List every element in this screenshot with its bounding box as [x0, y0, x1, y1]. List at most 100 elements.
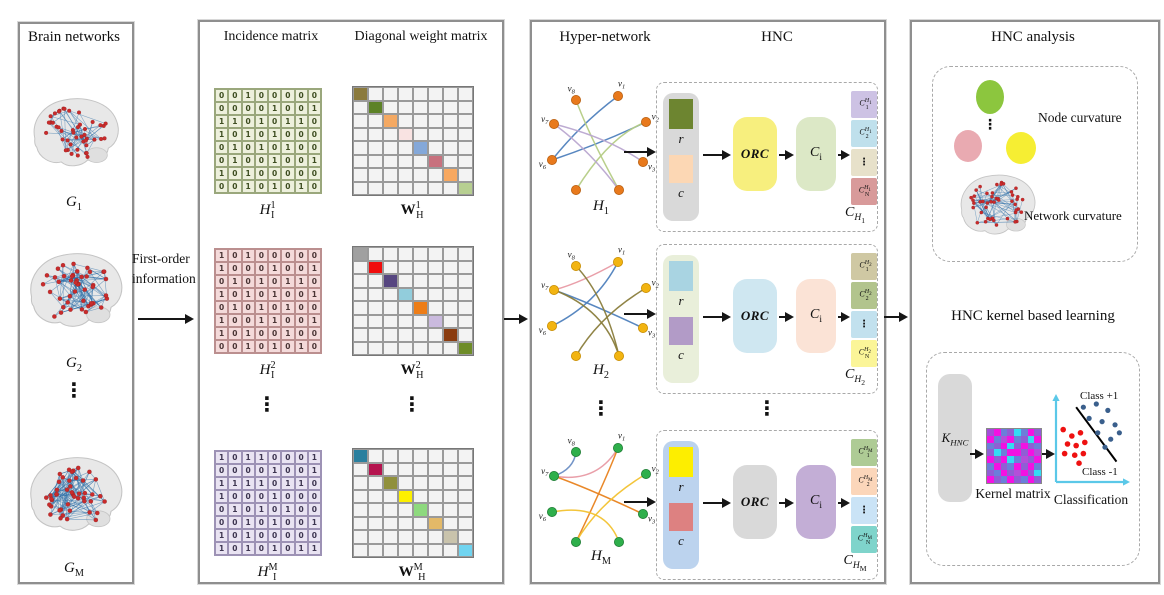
kernel-cell	[1020, 456, 1028, 463]
weight-cell	[353, 127, 368, 141]
weight-cell	[353, 530, 368, 544]
hypergraph-label-hm: HM	[591, 548, 611, 567]
incidence-cell: 1	[254, 115, 268, 128]
incidence-cell: 0	[254, 102, 268, 115]
incidence-cell: 1	[294, 340, 308, 353]
curvature-cell: CHM2	[851, 468, 877, 495]
incidence-cell: 0	[228, 102, 242, 115]
arrow-graph1-to-box	[624, 147, 656, 157]
weight-cell	[428, 247, 443, 261]
weight-cell	[413, 287, 428, 301]
incidence-cell: 0	[307, 128, 321, 141]
incidence-cell: 0	[307, 141, 321, 154]
svg-text:v3: v3	[648, 328, 656, 340]
incidence-cell: 0	[268, 275, 282, 288]
weight-cell	[353, 114, 368, 128]
weight-cell	[398, 141, 413, 155]
hypergraph-graphic: v8v1v7v2v6v3v5v4	[539, 245, 660, 375]
weight-cell	[443, 503, 458, 517]
kernel-cell	[987, 476, 994, 483]
kernel-cell	[987, 435, 994, 443]
kernel-cell	[1034, 442, 1041, 450]
kernel-cell	[1014, 449, 1021, 456]
panel-matrices: Incidence matrix Diagonal weight matrix …	[198, 20, 504, 584]
incidence-title: Incidence matrix	[223, 29, 319, 44]
incidence-cell: 0	[307, 503, 321, 516]
incidence-cell: 0	[268, 141, 282, 154]
weight-cell	[398, 87, 413, 101]
incidence-cell: 0	[254, 542, 268, 555]
classification-axes	[1050, 390, 1132, 490]
weight-diagonal-cell	[368, 260, 383, 274]
incidence-cell: 1	[254, 141, 268, 154]
weight-cell	[413, 247, 428, 261]
r-label: r	[678, 479, 684, 494]
weight-cell	[353, 301, 368, 315]
incidence-cell: 1	[215, 167, 229, 180]
incidence-cell: 0	[215, 516, 229, 529]
incidence-cell: 1	[254, 477, 268, 490]
weight-cell	[383, 100, 398, 114]
incidence-cell: 0	[307, 529, 321, 542]
analysis-title: HNC analysis	[991, 29, 1075, 45]
arrow-ci-to-stack	[838, 498, 850, 508]
curvature-cell: CH21	[851, 253, 877, 280]
arrow-orc-to-ci	[779, 150, 794, 160]
weight-diagonal-cell	[413, 503, 428, 517]
incidence-cell: 1	[241, 89, 255, 102]
svg-text:v7: v7	[541, 114, 549, 126]
incidence-cell: 1	[268, 128, 282, 141]
incidence-cell: 1	[241, 340, 255, 353]
svg-text:v6: v6	[539, 325, 547, 337]
arrow-ci-to-stack	[838, 312, 850, 322]
incidence-cell: 0	[281, 314, 295, 327]
incidence-cell: 0	[281, 451, 295, 464]
kernel-cell	[1000, 456, 1008, 463]
svg-text:v6: v6	[539, 511, 547, 523]
weight-cell	[458, 141, 473, 155]
incidence-label-1: H1I	[259, 200, 276, 221]
incidence-cell: 0	[254, 249, 268, 262]
weight-cell	[443, 141, 458, 155]
weight-cell	[353, 154, 368, 168]
incidence-cell: 0	[268, 477, 282, 490]
weight-diagonal-cell	[428, 154, 443, 168]
weight-cell	[353, 287, 368, 301]
kernel-cell	[1007, 435, 1014, 443]
incidence-cell: 0	[281, 262, 295, 275]
weight-cell	[443, 449, 458, 463]
ci-label: Ci	[810, 493, 822, 511]
incidence-cell: 0	[228, 327, 242, 340]
weight-cell	[413, 314, 428, 328]
stack-output-label-2: CH2	[844, 367, 866, 387]
weight-cell	[413, 462, 428, 476]
weight-cell	[443, 516, 458, 530]
incidence-cell: 0	[268, 529, 282, 542]
kernel-cell	[1014, 429, 1021, 436]
incidence-cell: 1	[294, 115, 308, 128]
kernel-cell	[1000, 476, 1008, 483]
arrow-graph2-to-box	[624, 309, 656, 319]
incidence-cell: 1	[281, 327, 295, 340]
incidence-cell: 0	[294, 490, 308, 503]
incidence-cell: 0	[281, 529, 295, 542]
weight-cell	[398, 543, 413, 557]
incidence-cell: 0	[228, 180, 242, 193]
svg-text:v1: v1	[618, 431, 625, 443]
incidence-cell: 0	[215, 503, 229, 516]
weight-cell	[368, 87, 383, 101]
incidence-cell: 0	[281, 490, 295, 503]
curvature-stack-1: CH11 CH12 ⋮ CH1N	[851, 91, 877, 207]
incidence-cell: 0	[254, 327, 268, 340]
weight-cell	[398, 314, 413, 328]
incidence-cell: 1	[307, 262, 321, 275]
r-color-swatch	[669, 447, 693, 477]
kernel-cell	[993, 449, 1001, 456]
kernel-cell	[1000, 462, 1008, 470]
weight-diagonal-cell	[353, 449, 368, 463]
node-curvature-swatch-pink	[954, 130, 982, 162]
rc-column-2: r c	[663, 255, 699, 383]
weight-cell	[353, 503, 368, 517]
